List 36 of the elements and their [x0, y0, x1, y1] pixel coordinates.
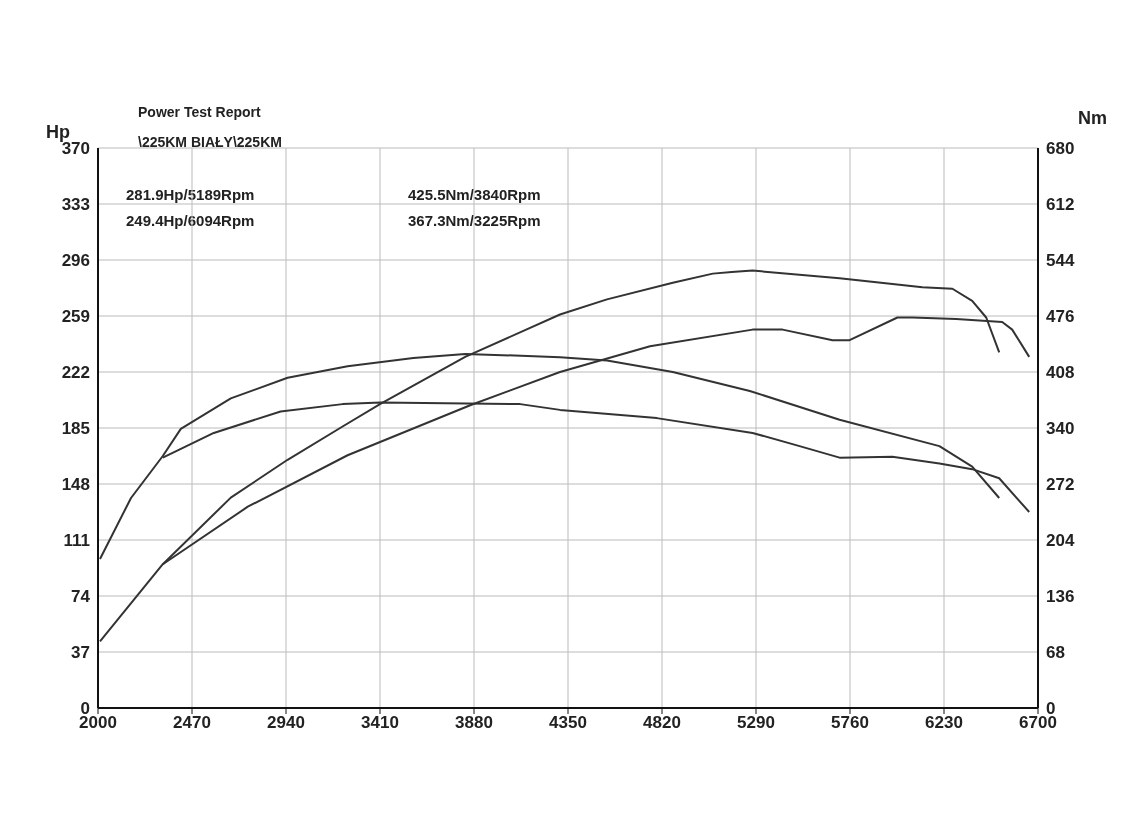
y2-tick-label: 612	[1046, 195, 1075, 215]
y-tick-label: 74	[71, 587, 91, 607]
y2-tick-label: 680	[1046, 139, 1075, 159]
annotation: 367.3Nm/3225Rpm	[408, 212, 541, 229]
y2-tick-label: 136	[1046, 587, 1075, 607]
y-tick-label: 333	[61, 195, 90, 215]
y-tick-label: 259	[61, 307, 90, 327]
y2-axis-title: Nm	[1078, 108, 1108, 129]
x-tick-label: 3410	[361, 713, 399, 733]
y-tick-label: 111	[63, 531, 90, 551]
y-tick-label: 37	[71, 643, 90, 663]
y2-tick-label: 544	[1046, 251, 1075, 271]
y2-tick-label: 68	[1046, 643, 1065, 663]
x-tick-label: 2470	[173, 713, 211, 733]
y-tick-label: 148	[61, 475, 90, 495]
x-tick-label: 4350	[549, 713, 587, 733]
annotation: 249.4Hp/6094Rpm	[126, 212, 255, 229]
y2-tick-label: 340	[1046, 419, 1075, 439]
x-tick-label: 2940	[267, 713, 305, 733]
y2-tick-label: 272	[1046, 475, 1075, 495]
annotation: 425.5Nm/3840Rpm	[408, 186, 541, 203]
chart-title: Power Test Report	[138, 104, 261, 120]
x-tick-label: 3880	[455, 713, 493, 733]
x-tick-label: 4820	[643, 713, 681, 733]
chart-subtitle: \225KM BIAŁY\225KM	[138, 134, 282, 150]
y-tick-label: 185	[61, 419, 90, 439]
y2-tick-label: 476	[1046, 307, 1075, 327]
annotation: 281.9Hp/5189Rpm	[126, 186, 255, 203]
y-axis-title: Hp	[46, 122, 70, 142]
x-tick-label: 5760	[831, 713, 869, 733]
y2-tick-label: 408	[1046, 363, 1075, 383]
y-tick-label: 296	[61, 251, 90, 271]
y2-tick-label: 204	[1046, 531, 1075, 551]
x-tick-label: 5290	[737, 713, 775, 733]
x-tick-label: 6230	[925, 713, 963, 733]
y-tick-label: 222	[61, 363, 90, 383]
